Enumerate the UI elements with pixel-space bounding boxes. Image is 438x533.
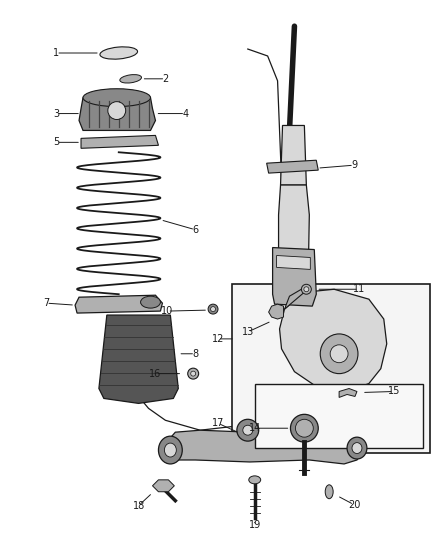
Polygon shape xyxy=(272,247,316,306)
Polygon shape xyxy=(75,295,162,313)
Text: 14: 14 xyxy=(249,423,261,433)
Polygon shape xyxy=(81,135,159,148)
Text: 15: 15 xyxy=(388,386,400,397)
Ellipse shape xyxy=(249,476,261,484)
Polygon shape xyxy=(276,255,310,269)
Text: 8: 8 xyxy=(192,349,198,359)
Text: 18: 18 xyxy=(132,500,145,511)
Polygon shape xyxy=(281,125,306,185)
Ellipse shape xyxy=(83,88,151,107)
Text: 20: 20 xyxy=(348,499,360,510)
Text: 17: 17 xyxy=(212,418,224,428)
Ellipse shape xyxy=(100,47,138,59)
Ellipse shape xyxy=(290,414,318,442)
Ellipse shape xyxy=(330,345,348,363)
Text: 1: 1 xyxy=(53,48,59,58)
Ellipse shape xyxy=(237,419,259,441)
Ellipse shape xyxy=(325,485,333,499)
Ellipse shape xyxy=(243,425,253,435)
Text: 10: 10 xyxy=(161,306,173,316)
Text: 9: 9 xyxy=(351,160,357,170)
Text: 3: 3 xyxy=(53,109,59,118)
Text: 2: 2 xyxy=(162,74,169,84)
Polygon shape xyxy=(279,185,309,269)
Ellipse shape xyxy=(347,437,367,459)
Ellipse shape xyxy=(352,442,362,454)
Bar xyxy=(255,384,424,448)
Text: 7: 7 xyxy=(43,298,49,308)
Polygon shape xyxy=(160,430,364,464)
Ellipse shape xyxy=(120,75,141,83)
Ellipse shape xyxy=(159,436,182,464)
Text: 16: 16 xyxy=(149,369,162,378)
Polygon shape xyxy=(152,480,174,492)
Bar xyxy=(232,284,431,453)
Ellipse shape xyxy=(141,296,160,308)
Text: 6: 6 xyxy=(192,225,198,235)
Ellipse shape xyxy=(208,304,218,314)
Ellipse shape xyxy=(301,284,311,294)
Ellipse shape xyxy=(164,443,177,457)
Ellipse shape xyxy=(320,334,358,374)
Text: 12: 12 xyxy=(212,334,224,344)
Ellipse shape xyxy=(188,368,199,379)
Ellipse shape xyxy=(191,371,196,376)
Ellipse shape xyxy=(304,287,309,292)
Text: 4: 4 xyxy=(182,109,188,118)
Ellipse shape xyxy=(296,419,313,437)
Ellipse shape xyxy=(108,102,126,119)
Polygon shape xyxy=(79,98,155,131)
Polygon shape xyxy=(339,389,357,398)
Text: 11: 11 xyxy=(353,284,365,294)
Text: 5: 5 xyxy=(53,138,59,147)
Text: 19: 19 xyxy=(249,521,261,530)
Polygon shape xyxy=(267,160,318,173)
Polygon shape xyxy=(99,315,178,403)
Polygon shape xyxy=(279,289,387,392)
Polygon shape xyxy=(285,289,304,309)
Ellipse shape xyxy=(211,306,215,312)
Polygon shape xyxy=(268,304,283,319)
Text: 13: 13 xyxy=(242,327,254,337)
